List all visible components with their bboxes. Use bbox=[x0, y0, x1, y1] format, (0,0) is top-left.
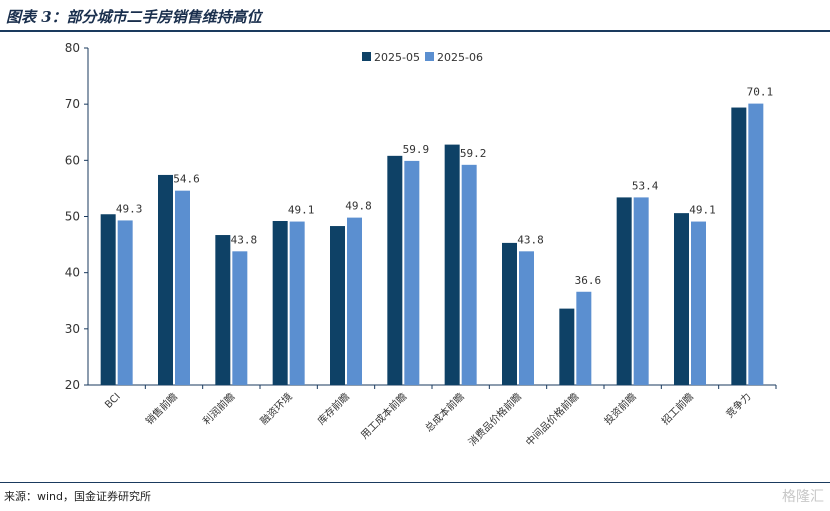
bar-2025-06 bbox=[691, 221, 706, 385]
legend-swatch bbox=[425, 52, 434, 61]
category-label: 中间品价格前瞻 bbox=[523, 390, 582, 449]
category-label: 招工前瞻 bbox=[659, 390, 696, 427]
bar-2025-06 bbox=[289, 221, 305, 385]
category-label: 竞争力 bbox=[723, 390, 753, 420]
bar-2025-06 bbox=[519, 251, 534, 385]
bar-2025-06 bbox=[576, 291, 592, 385]
chart-title: 图表 3：部分城市二手房销售维持高位 bbox=[6, 8, 262, 26]
bar-2025-05 bbox=[215, 235, 231, 385]
bar-2025-05 bbox=[158, 174, 173, 385]
top-rule bbox=[0, 30, 830, 32]
y-tick-label: 80 bbox=[65, 41, 80, 55]
data-label: 49.1 bbox=[288, 204, 315, 217]
category-label: 用工成本前瞻 bbox=[358, 390, 410, 442]
data-label: 59.9 bbox=[403, 143, 430, 156]
bar-2025-06 bbox=[347, 217, 362, 385]
bar-2025-06 bbox=[175, 190, 190, 385]
bar-2025-06 bbox=[404, 160, 420, 385]
y-tick-label: 50 bbox=[65, 210, 80, 224]
y-tick-label: 60 bbox=[65, 153, 80, 167]
watermark-logo: 格隆汇 bbox=[782, 489, 824, 505]
legend-label: 2025-05 bbox=[374, 51, 420, 64]
bar-2025-05 bbox=[272, 220, 288, 385]
data-label: 70.1 bbox=[747, 86, 774, 99]
bar-2025-05 bbox=[616, 197, 632, 385]
category-label: 融资环境 bbox=[257, 390, 294, 427]
bar-2025-05 bbox=[731, 107, 747, 385]
bottom-rule bbox=[0, 482, 830, 483]
bar-2025-05 bbox=[502, 242, 517, 385]
bar-2025-05 bbox=[444, 144, 460, 385]
category-label: 投资前瞻 bbox=[601, 390, 638, 427]
data-label: 36.6 bbox=[575, 274, 602, 287]
data-label: 54.6 bbox=[173, 173, 200, 186]
source-note: 来源：wind，国金证券研究所 bbox=[4, 490, 152, 503]
category-label: 总成本前瞻 bbox=[422, 390, 467, 435]
y-tick-label: 70 bbox=[65, 97, 80, 111]
bar-2025-05 bbox=[674, 213, 689, 385]
bar-2025-05 bbox=[330, 226, 345, 385]
legend-swatch bbox=[362, 52, 371, 61]
bar-2025-06 bbox=[232, 251, 248, 385]
bar-2025-06 bbox=[461, 164, 477, 385]
category-label: 消费品价格前瞻 bbox=[465, 390, 524, 449]
bar-2025-05 bbox=[387, 155, 403, 385]
bar-2025-05 bbox=[100, 214, 116, 385]
data-label: 53.4 bbox=[632, 179, 659, 192]
category-label: BCI bbox=[103, 391, 123, 411]
data-label: 43.8 bbox=[517, 233, 544, 246]
y-tick-label: 40 bbox=[65, 266, 80, 280]
y-tick-label: 30 bbox=[65, 322, 80, 336]
category-label: 销售前瞻 bbox=[143, 390, 180, 427]
bar-2025-06 bbox=[633, 197, 649, 385]
bar-2025-05 bbox=[559, 308, 575, 385]
bar-2025-06 bbox=[117, 220, 133, 385]
bar-chart: 20 30 40 50 60 70 80 49.3 BCI 54.6 销售前瞻 43.8 利润前瞻 49.… bbox=[65, 41, 777, 449]
legend-label: 2025-06 bbox=[437, 51, 483, 64]
category-label: 库存前瞻 bbox=[315, 390, 352, 427]
category-label: 利润前瞻 bbox=[200, 390, 237, 427]
bar-2025-06 bbox=[748, 103, 764, 385]
data-label: 59.2 bbox=[460, 147, 487, 160]
data-label: 49.1 bbox=[689, 204, 716, 217]
y-tick-label: 20 bbox=[65, 378, 80, 392]
data-label: 49.8 bbox=[345, 200, 372, 213]
data-label: 49.3 bbox=[116, 202, 143, 215]
data-label: 43.8 bbox=[231, 233, 258, 246]
